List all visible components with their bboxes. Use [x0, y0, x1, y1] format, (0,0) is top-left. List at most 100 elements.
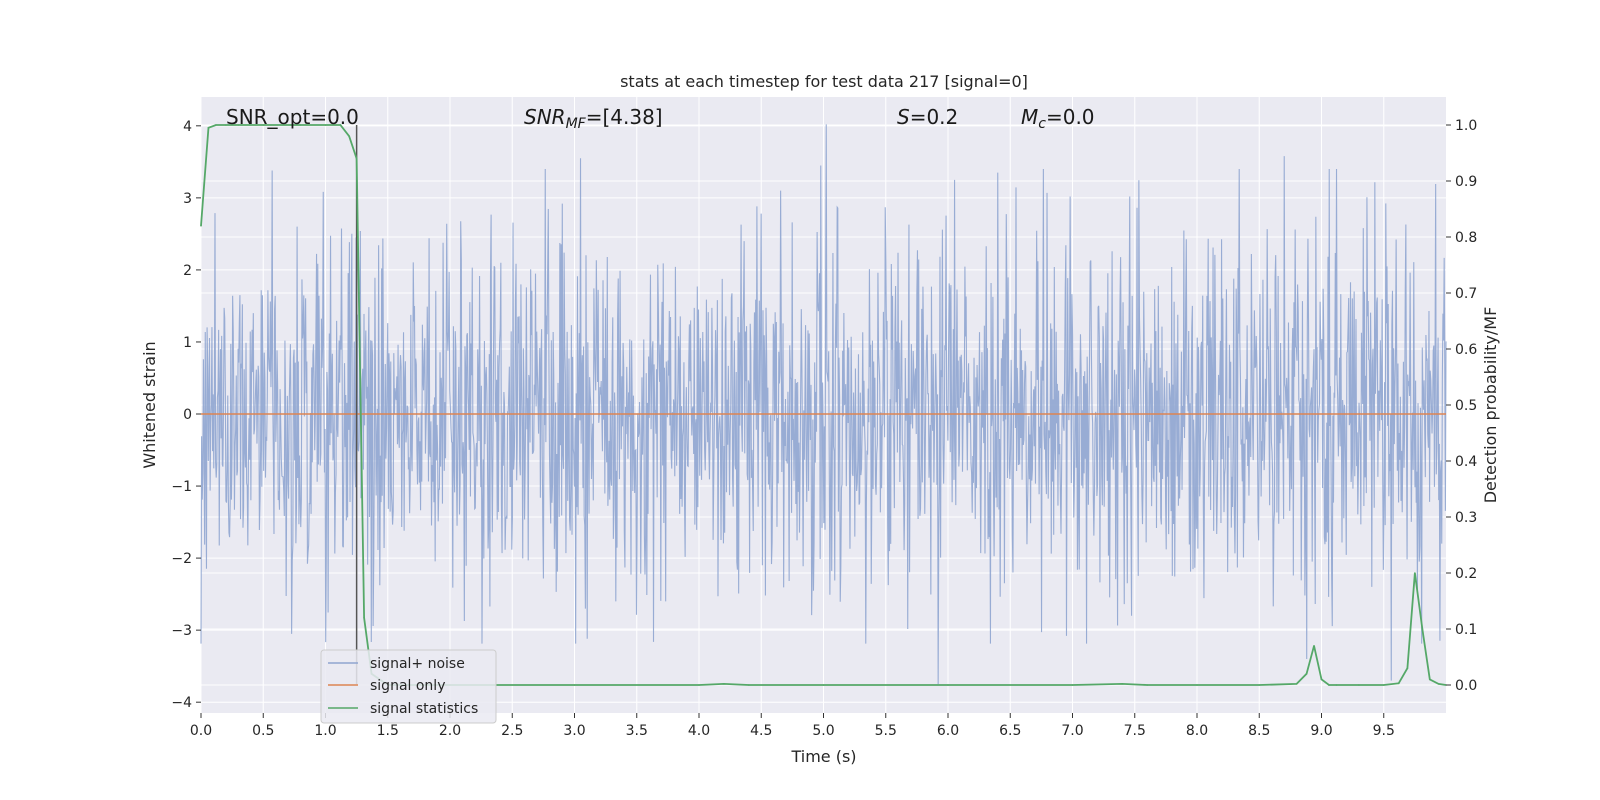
x-tick-label: 0.5: [252, 723, 274, 739]
y-tick-label: −1: [171, 479, 192, 495]
annotation-snr-opt: SNR_opt=0.0: [226, 105, 359, 129]
x-tick-label: 8.0: [1186, 723, 1208, 739]
y-tick-label: −2: [171, 551, 192, 567]
annotation-s-symbol: S: [897, 105, 910, 129]
x-tick-label: 4.5: [750, 723, 772, 739]
y2-axis-label: Detection probability/MF: [1481, 307, 1500, 504]
x-tick-label: 3.5: [626, 723, 648, 739]
y-tick-label: 4: [183, 119, 192, 135]
annotation-mc-subscript: c: [1038, 116, 1046, 132]
legend-label-signal-noise: signal+ noise: [370, 656, 465, 672]
y2-tick-label: 1.0: [1455, 118, 1477, 134]
x-tick-label: 3.0: [563, 723, 585, 739]
x-tick-label: 9.5: [1373, 723, 1395, 739]
signal-statistics-point: [225, 124, 227, 126]
legend-label-signal-statistics: signal statistics: [370, 701, 478, 717]
y2-tick-label: 0.6: [1455, 342, 1477, 358]
x-tick-label: 6.5: [999, 723, 1021, 739]
y2-tick-label: 0.0: [1455, 678, 1477, 694]
y2-tick-label: 0.8: [1455, 230, 1477, 246]
signal-statistics-point: [723, 683, 725, 685]
signal-statistics-point: [1328, 684, 1330, 686]
y-axis-label: Whitened strain: [140, 341, 159, 468]
signal-statistics-point: [339, 124, 342, 126]
annotation-snr-mf-subscript: MF: [566, 116, 587, 132]
y2-tick-label: 0.3: [1455, 510, 1477, 526]
signal-statistics-point: [1196, 684, 1198, 686]
signal-statistics-point: [299, 124, 302, 126]
signal-statistics-point: [207, 127, 210, 129]
signal-statistics-point: [1429, 678, 1431, 681]
annotation-s: S=0.2: [897, 105, 958, 129]
signal-statistics-point: [1414, 572, 1416, 574]
signal-statistics-point: [1146, 684, 1148, 686]
signal-statistics-point: [1421, 628, 1424, 630]
x-tick-label: 9.0: [1310, 723, 1332, 739]
signal-statistics-point: [1358, 684, 1360, 686]
y-tick-label: 2: [183, 263, 192, 279]
signal-statistics-point: [573, 684, 576, 686]
x-tick-label: 0.0: [190, 723, 212, 739]
annotation-snr-mf-value: =[4.38]: [586, 105, 663, 129]
signal-statistics-point: [1320, 678, 1323, 681]
signal-statistics-point: [1382, 684, 1385, 686]
chart-title: stats at each timestep for test data 217…: [620, 72, 1028, 91]
signal-statistics-point: [1258, 684, 1261, 686]
y2-tick-label: 0.7: [1455, 286, 1477, 302]
y2-tick-label: 0.1: [1455, 622, 1477, 638]
annotation-mc: Mc=0.0: [1021, 105, 1095, 132]
annotation-mc-value: =0.0: [1046, 105, 1095, 129]
signal-statistics-point: [1071, 684, 1074, 686]
y-tick-label: 1: [183, 335, 192, 351]
signal-statistics-point: [1335, 684, 1338, 686]
x-tick-label: 5.5: [875, 723, 897, 739]
y-tick-label: 0: [183, 407, 192, 423]
x-tick-label: 8.5: [1248, 723, 1270, 739]
signal-statistics-point: [1437, 683, 1440, 685]
x-tick-label: 2.0: [439, 723, 461, 739]
y2-tick-label: 0.4: [1455, 454, 1477, 470]
x-tick-label: 1.5: [377, 723, 399, 739]
x-tick-label: 4.0: [688, 723, 710, 739]
y2-tick-label: 0.5: [1455, 398, 1477, 414]
y-tick-label: −3: [171, 623, 192, 639]
legend-label-signal-only: signal only: [370, 678, 445, 694]
x-tick-label: 6.0: [937, 723, 959, 739]
signal-statistics-point: [1397, 682, 1400, 685]
signal-noise-series: [200, 124, 1447, 685]
signal-noise-line: [200, 124, 1447, 685]
signal-statistics-point: [237, 124, 240, 126]
x-tick-label: 2.5: [501, 723, 523, 739]
annotation-s-value: =0.2: [910, 105, 959, 129]
annotation-snr-mf: SNRMF=[4.38]: [524, 105, 663, 132]
signal-statistics-point: [1121, 683, 1124, 685]
x-tick-label: 1.0: [314, 723, 336, 739]
signal-statistics-point: [1406, 667, 1409, 669]
signal-statistics-point: [698, 684, 700, 686]
y2-tick-label: 0.2: [1455, 566, 1477, 582]
legend-box: [320, 649, 497, 724]
signal-statistics-point: [1305, 673, 1308, 675]
signal-statistics-point: [1295, 683, 1298, 685]
signal-statistics-point: [748, 684, 750, 686]
signal-statistics-point: [363, 617, 365, 619]
y-tick-label: −4: [171, 695, 192, 711]
annotation-mc-symbol: M: [1021, 105, 1038, 129]
x-tick-label: 7.0: [1061, 723, 1083, 739]
signal-statistics-point: [822, 684, 825, 686]
x-axis-label: Time (s): [790, 747, 856, 766]
signal-statistics-point: [355, 157, 358, 160]
y-tick-label: 3: [183, 191, 192, 207]
x-tick-label: 5.0: [812, 723, 834, 739]
annotation-snr-mf-symbol: SNR: [524, 105, 566, 129]
signal-statistics-point: [324, 124, 327, 126]
signal-statistics-point: [262, 124, 265, 126]
x-tick-label: 7.5: [1124, 723, 1146, 739]
y2-tick-label: 0.9: [1455, 174, 1477, 190]
signal-statistics-point: [215, 124, 217, 126]
signal-statistics-point: [348, 135, 350, 137]
signal-statistics-point: [947, 684, 949, 686]
signal-statistics-point: [200, 225, 202, 227]
signal-statistics-point: [1313, 645, 1315, 647]
